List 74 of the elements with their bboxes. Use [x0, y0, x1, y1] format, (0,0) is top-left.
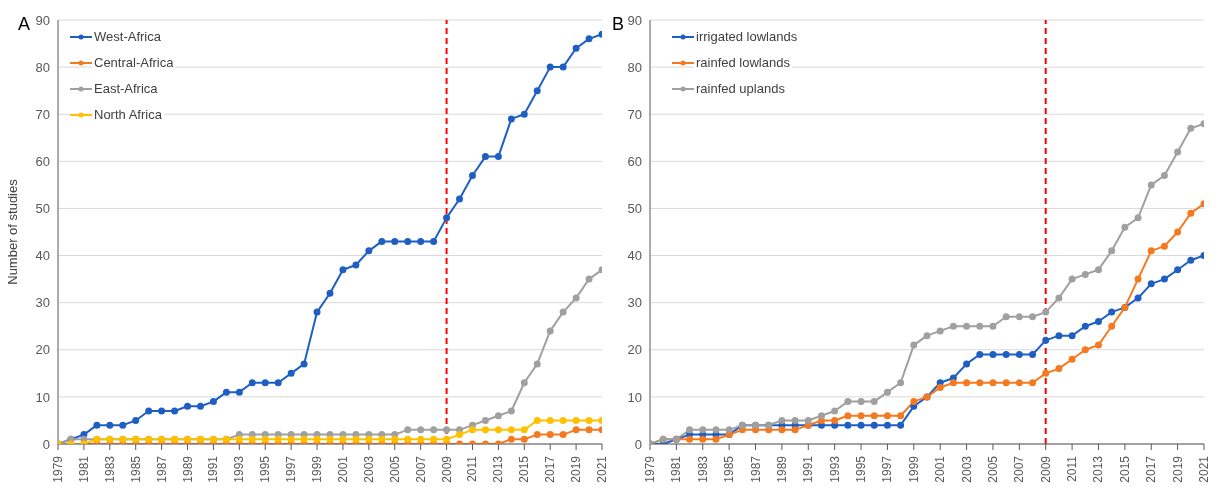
y-tick-label: 30: [35, 295, 50, 311]
y-tick-label: 10: [35, 389, 50, 405]
x-tick-label: 1987: [748, 455, 763, 483]
x-tick-label: 2021: [595, 455, 609, 483]
x-tick-label: 2009: [1038, 455, 1053, 483]
y-tick-label: 80: [627, 59, 642, 75]
x-tick-label: 2005: [985, 455, 1000, 483]
y-tick-label: 60: [627, 153, 642, 169]
x-tick-label: 2005: [387, 455, 402, 483]
x-tick-label: 1993: [827, 455, 842, 483]
x-tick-label: 2003: [959, 455, 974, 483]
x-tick-label: 1979: [51, 455, 65, 483]
x-tick-label: 1989: [774, 455, 789, 483]
x-tick-label: 1983: [102, 455, 117, 483]
x-tick-label: 2015: [517, 455, 532, 483]
x-tick-label: 1997: [284, 455, 299, 483]
x-tick-label: 1999: [906, 455, 921, 483]
x-tick-label: 1985: [722, 455, 737, 483]
legend-label: irrigated lowlands: [694, 24, 800, 50]
x-tick-label: 2019: [569, 455, 584, 483]
x-tick-label: 1979: [643, 455, 657, 483]
x-tick-label: 2021: [1197, 455, 1211, 483]
x-tick-label: 2017: [1144, 455, 1159, 483]
x-tick-label: 1981: [669, 455, 684, 483]
y-tick-label: 80: [35, 59, 50, 75]
y-tick-label: 40: [35, 248, 50, 264]
x-tick-label: 2003: [361, 455, 376, 483]
y-axis-title: Number of studies: [4, 178, 20, 285]
x-tick-label: 2013: [1091, 455, 1106, 483]
x-tick-label: 1995: [258, 455, 273, 483]
legend-label: North Africa: [92, 102, 164, 128]
x-tick-label: 2011: [465, 455, 480, 482]
y-tick-label: 90: [627, 12, 642, 28]
y-tick-label: 0: [634, 436, 642, 452]
y-tick-label: 70: [627, 106, 642, 122]
x-tick-label: 2001: [933, 455, 948, 483]
y-tick-label: 20: [627, 342, 642, 358]
x-tick-label: 1995: [854, 455, 869, 483]
x-tick-label: 1999: [310, 455, 325, 483]
legend-label: Central-Africa: [92, 50, 176, 76]
x-tick-label: 1991: [206, 455, 221, 483]
x-tick-label: 2011: [1065, 455, 1080, 482]
legend-label: East-Africa: [92, 76, 160, 102]
x-tick-label: 2001: [335, 455, 350, 483]
x-tick-label: 2019: [1170, 455, 1185, 483]
x-tick-label: 2007: [413, 455, 428, 483]
y-tick-label: 40: [627, 248, 642, 264]
y-tick-label: 50: [627, 201, 642, 217]
chart-title: B: [612, 14, 625, 35]
x-tick-label: 1981: [76, 455, 91, 483]
x-tick-label: 2017: [543, 455, 558, 483]
x-tick-label: 2009: [439, 455, 454, 483]
x-tick-label: 2007: [1012, 455, 1027, 483]
legend-label: rainfed uplands: [694, 76, 787, 102]
legend-label: West-Africa: [92, 24, 163, 50]
x-tick-label: 2015: [1117, 455, 1132, 483]
y-tick-label: 60: [35, 153, 50, 169]
x-tick-label: 1993: [232, 455, 247, 483]
y-tick-label: 0: [42, 436, 50, 452]
x-tick-label: 2013: [491, 455, 506, 483]
y-tick-label: 20: [35, 342, 50, 358]
x-tick-label: 1991: [801, 455, 816, 483]
y-tick-label: 70: [35, 106, 50, 122]
x-tick-label: 1983: [695, 455, 710, 483]
x-tick-label: 1989: [180, 455, 195, 483]
x-tick-label: 1985: [128, 455, 143, 483]
y-tick-label: 10: [627, 389, 642, 405]
x-tick-label: 1997: [880, 455, 895, 483]
chart-title: A: [18, 14, 31, 35]
x-tick-label: 1987: [154, 455, 169, 483]
y-tick-label: 30: [627, 295, 642, 311]
y-tick-label: 90: [35, 12, 50, 28]
y-tick-label: 50: [35, 201, 50, 217]
legend-label: rainfed lowlands: [694, 50, 792, 76]
